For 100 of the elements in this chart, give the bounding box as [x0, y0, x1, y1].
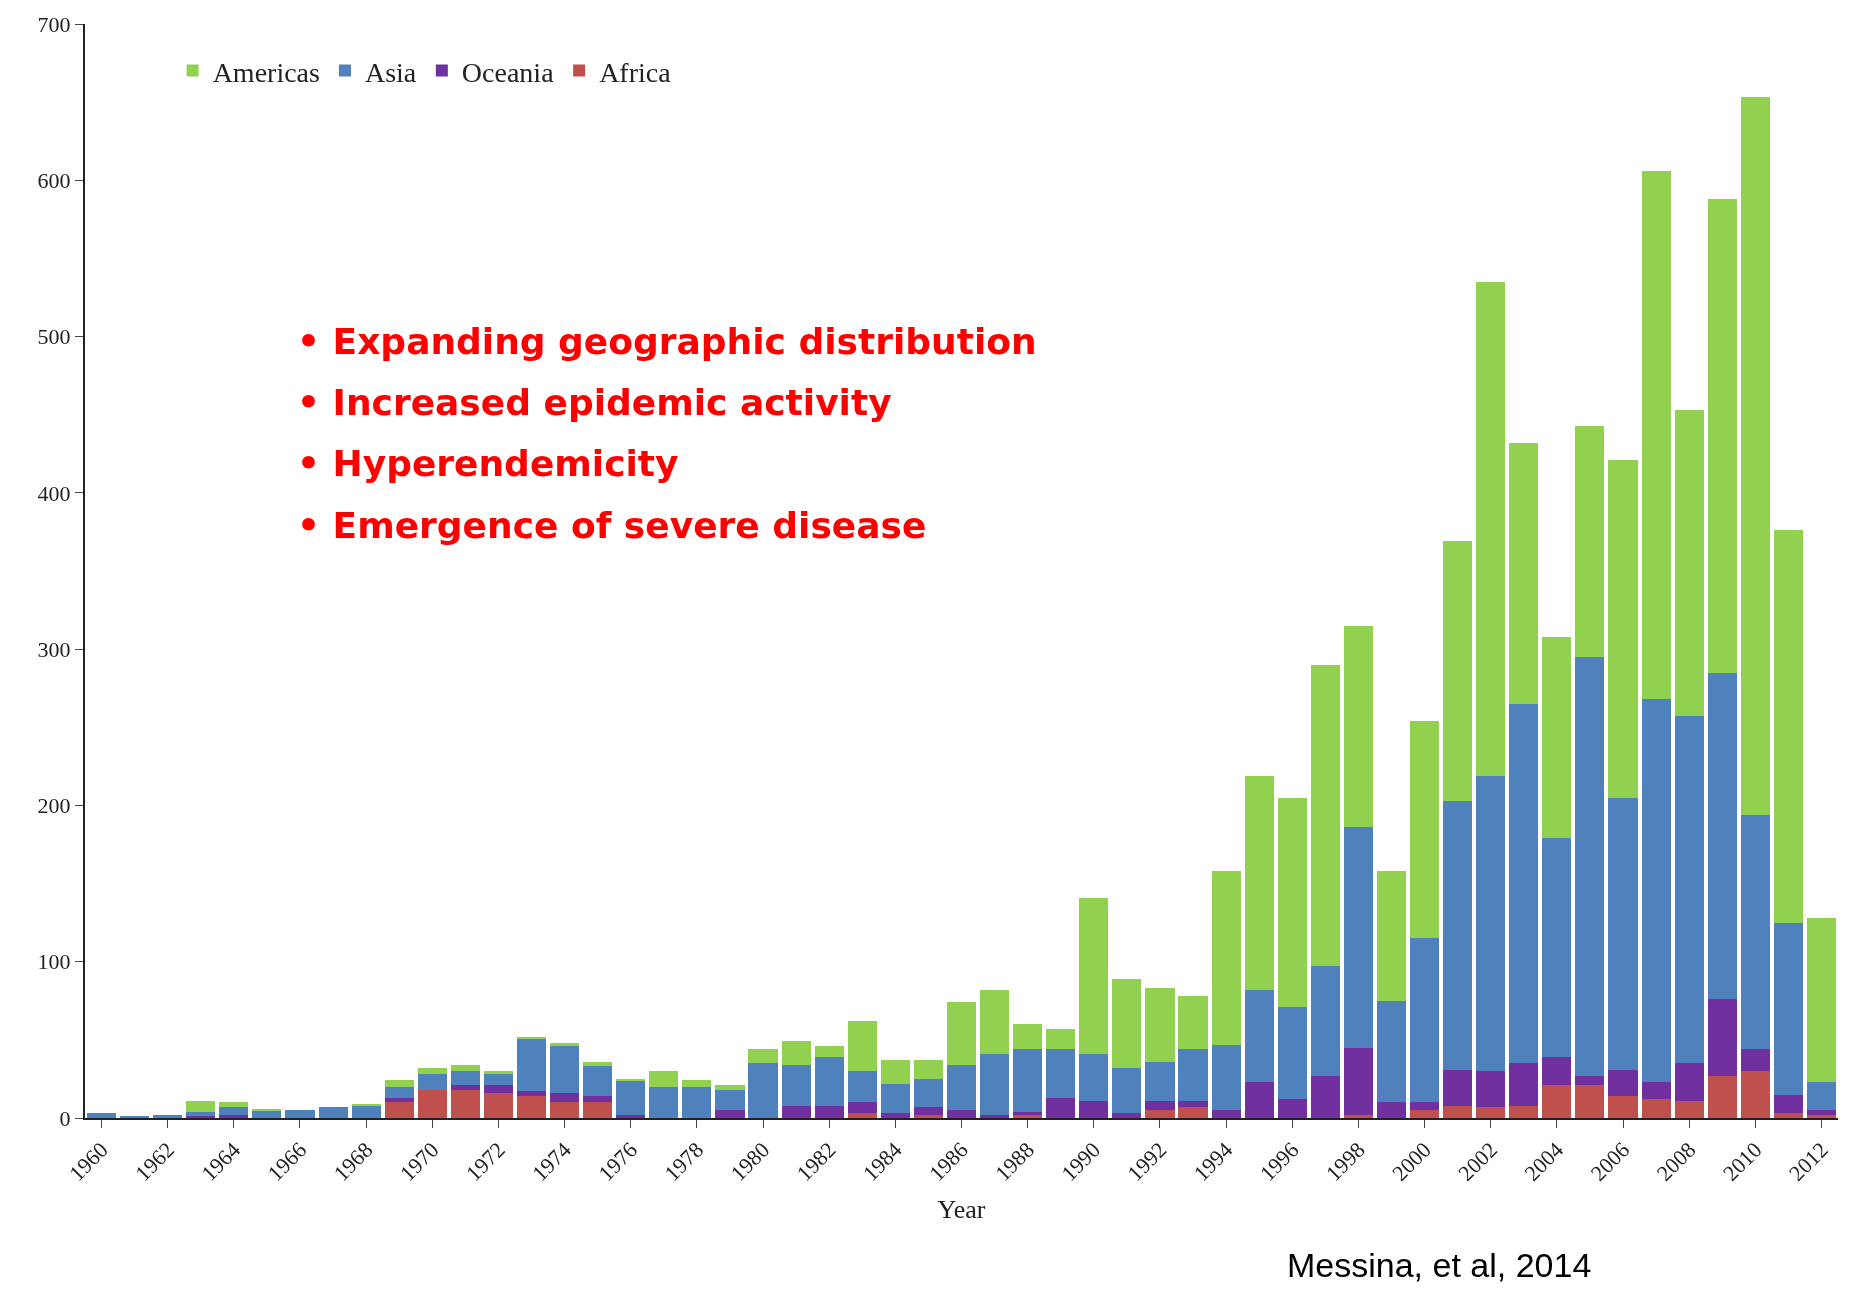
bar	[450, 1085, 480, 1090]
bar	[847, 1071, 877, 1103]
bar	[913, 1078, 943, 1108]
bar	[1013, 1024, 1043, 1050]
bar	[516, 1096, 547, 1118]
bar	[1244, 1082, 1274, 1118]
bar	[1740, 814, 1770, 1050]
bar	[186, 1100, 216, 1112]
bar	[814, 1105, 844, 1118]
bar	[86, 1113, 117, 1118]
bar	[516, 1091, 547, 1097]
bar	[781, 1105, 811, 1118]
bar	[1641, 699, 1671, 1083]
bar	[219, 1102, 249, 1108]
bar	[748, 1063, 778, 1118]
bar	[1542, 1057, 1572, 1086]
bar	[550, 1042, 580, 1047]
bar	[1112, 1113, 1142, 1118]
bar	[1608, 797, 1638, 1070]
bar	[1476, 1071, 1506, 1108]
bar	[1410, 1102, 1440, 1111]
text: Messina, et al, 2014	[1287, 1246, 1592, 1284]
bar	[550, 1102, 580, 1118]
bar	[1773, 922, 1803, 1095]
bar	[616, 1114, 646, 1118]
bar	[1178, 1049, 1208, 1101]
annotation: • Increased epidemic activity	[297, 382, 892, 423]
bar	[1376, 1102, 1407, 1118]
bar	[417, 1089, 447, 1118]
bar	[1476, 281, 1506, 776]
bar	[1476, 775, 1506, 1072]
bar	[1707, 999, 1737, 1076]
bar	[1244, 775, 1274, 990]
bar	[980, 1053, 1010, 1115]
bar	[1211, 871, 1241, 1045]
bar	[1806, 1082, 1837, 1111]
bar	[153, 1114, 183, 1118]
bar	[1211, 1044, 1241, 1111]
bar	[913, 1060, 943, 1079]
bar	[1509, 703, 1539, 1064]
bar	[1343, 1114, 1373, 1118]
bar	[1343, 827, 1373, 1048]
bar	[1542, 838, 1572, 1058]
bar	[1740, 1071, 1770, 1118]
annotation: • Hyperendemicity	[297, 443, 679, 484]
bar	[1277, 1099, 1307, 1118]
bar	[880, 1113, 910, 1118]
bar	[1178, 1100, 1208, 1108]
bar	[1145, 1061, 1175, 1101]
y-tick-label: 500	[37, 324, 71, 350]
bar	[1575, 1075, 1605, 1086]
bar	[1608, 1069, 1638, 1097]
bar	[384, 1102, 414, 1118]
bar	[1542, 1085, 1572, 1118]
bar	[483, 1074, 513, 1086]
bar	[219, 1107, 249, 1115]
x-axis-title: Year	[937, 1195, 986, 1225]
bar	[814, 1046, 844, 1058]
y-tick-label: 700	[37, 11, 71, 37]
bar	[1575, 1085, 1605, 1118]
bar	[715, 1085, 745, 1090]
bar	[1509, 1063, 1539, 1106]
bar	[781, 1041, 811, 1065]
bar	[417, 1074, 447, 1090]
bar	[847, 1113, 877, 1118]
bar	[1013, 1049, 1043, 1112]
legend-label: Americas	[212, 56, 320, 88]
bar	[847, 1021, 877, 1072]
bar	[980, 1114, 1010, 1118]
bar	[1145, 1100, 1175, 1111]
bar	[913, 1114, 943, 1118]
bar	[1079, 897, 1109, 1054]
bar	[1178, 996, 1208, 1050]
legend-label: Africa	[599, 56, 672, 88]
bar	[1608, 460, 1638, 798]
bar	[1641, 170, 1671, 700]
bar	[351, 1105, 381, 1118]
bar	[946, 1064, 977, 1111]
bar	[550, 1092, 580, 1103]
bar	[550, 1046, 580, 1093]
y-tick-label: 200	[37, 793, 71, 819]
legend-label: Asia	[364, 56, 417, 88]
bar	[1575, 656, 1605, 1076]
y-tick-label: 300	[37, 636, 71, 662]
bar	[1641, 1082, 1671, 1100]
bar	[1443, 800, 1473, 1070]
bar	[384, 1080, 414, 1087]
bar	[1773, 530, 1803, 923]
y-tick-label: 600	[37, 167, 71, 193]
bar	[583, 1066, 613, 1097]
bar	[1178, 1107, 1208, 1118]
bar	[715, 1110, 745, 1118]
bar	[1410, 1110, 1440, 1118]
bar	[1343, 625, 1373, 828]
bar	[781, 1064, 811, 1106]
bar	[219, 1114, 249, 1118]
bar	[384, 1086, 414, 1098]
bar	[1641, 1099, 1671, 1118]
bar	[616, 1078, 646, 1081]
bar	[1376, 871, 1407, 1001]
